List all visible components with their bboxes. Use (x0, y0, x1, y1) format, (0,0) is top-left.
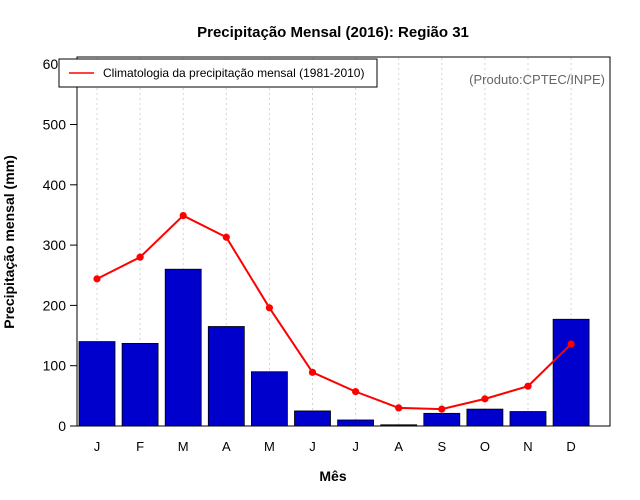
bar-s-9 (423, 412, 461, 427)
x-tick-label: M (264, 439, 275, 454)
bar-m-5 (250, 371, 288, 427)
x-tick-label: S (437, 439, 446, 454)
x-tick-label: D (566, 439, 575, 454)
climatology-point (524, 382, 532, 390)
legend-label: Climatologia da precipitação mensal (198… (103, 66, 364, 80)
bar-j-7 (337, 419, 375, 427)
x-tick-label: J (309, 439, 316, 454)
y-tick-label: 0 (58, 418, 66, 434)
x-axis-label: Mês (319, 468, 346, 484)
bar-m-3 (164, 268, 202, 427)
chart-title: Precipitação Mensal (2016): Região 31 (197, 24, 469, 41)
climatology-point (136, 253, 144, 261)
x-tick-label: O (480, 439, 490, 454)
y-tick-label: 200 (43, 297, 67, 313)
climatology-point (567, 340, 575, 348)
bars-group (78, 268, 590, 427)
x-tick-label: A (222, 439, 231, 454)
x-tick-label: F (136, 439, 144, 454)
legend: Climatologia da precipitação mensal (198… (58, 58, 378, 88)
bar-f-2 (121, 342, 159, 427)
climatology-point (308, 368, 317, 376)
bar-j-1 (78, 341, 116, 427)
climatology-line (96, 214, 572, 411)
climatology-point (222, 233, 230, 241)
product-annotation: (Produto:CPTEC/INPE) (469, 72, 605, 87)
x-tick-label: J (94, 439, 101, 454)
climatology-point (93, 275, 101, 283)
bar-d-12 (552, 318, 590, 427)
x-tick-label: A (394, 439, 403, 454)
x-tick-label: J (352, 439, 359, 454)
y-tick-label: 300 (43, 237, 67, 253)
climatology-point (179, 211, 187, 220)
climatology-point (395, 404, 403, 412)
climatology-point (352, 388, 360, 396)
y-tick-label: 500 (43, 117, 67, 133)
climatology-point (481, 395, 489, 403)
climatology-point (265, 304, 273, 312)
bar-a-4 (207, 326, 245, 427)
climatology-point (438, 405, 446, 413)
y-axis-label: Precipitação mensal (mm) (1, 155, 17, 329)
climatology-line-group (93, 211, 575, 413)
bar-a-8 (380, 424, 418, 427)
bar-o-10 (466, 408, 504, 427)
y-tick-label: 400 (43, 177, 67, 193)
x-tick-label: M (178, 439, 189, 454)
x-tick-label: N (523, 439, 532, 454)
legend-box (58, 58, 378, 88)
y-tick-label: 100 (43, 358, 67, 374)
bar-n-11 (509, 411, 547, 427)
bar-j-6 (294, 410, 331, 427)
